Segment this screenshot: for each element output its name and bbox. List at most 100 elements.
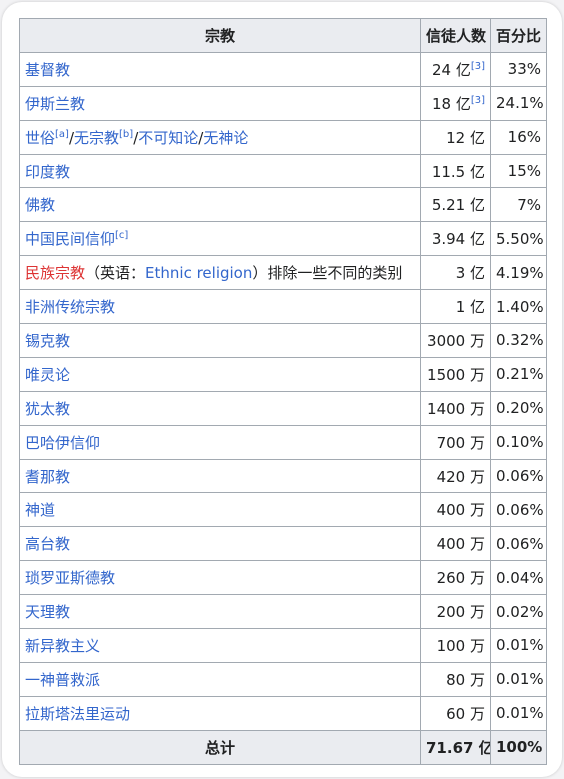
followers-value: 100 万 [420, 628, 491, 663]
religion-link[interactable]: 一神普救派 [25, 670, 101, 689]
paren-text: （英语： [85, 264, 146, 283]
table-row: 基督教 24 亿[3] 33% [19, 51, 547, 87]
religion-link[interactable]: 中国民间信仰 [25, 230, 116, 249]
table-row: 非洲传统宗教 1 亿 1.40% [19, 289, 547, 325]
percent-value: 0.06% [490, 492, 547, 528]
followers-value: 11.5 亿 [420, 153, 491, 189]
separator: / [198, 128, 204, 147]
followers-value: 18 亿 [431, 94, 471, 113]
table-row: 一神普救派 80 万 0.01% [19, 661, 547, 697]
followers-value: 5.21 亿 [420, 187, 491, 223]
followers-value: 80 万 [420, 661, 491, 697]
header-percent[interactable]: 百分比 [490, 18, 547, 53]
percent-value: 15% [490, 153, 547, 189]
reference-link[interactable]: [3] [470, 94, 485, 106]
religion-link[interactable]: 非洲传统宗教 [25, 298, 116, 317]
percent-value: 0.06% [490, 526, 547, 562]
percent-value: 1.40% [490, 289, 547, 325]
religion-link[interactable]: 神道 [25, 501, 56, 520]
followers-value: 12 亿 [420, 119, 491, 155]
table-row: 伊斯兰教 18 亿[3] 24.1% [19, 85, 547, 121]
separator: / [133, 128, 139, 147]
reference-link[interactable]: [3] [470, 60, 485, 72]
followers-value: 24 亿 [431, 60, 471, 79]
percent-value: 0.20% [490, 390, 547, 426]
table-row: 琐罗亚斯德教 260 万 0.04% [19, 560, 547, 596]
percent-value: 0.01% [490, 628, 547, 663]
religion-link-irreligion[interactable]: 无宗教 [74, 128, 120, 147]
percent-value: 24.1% [490, 85, 547, 121]
percent-value: 0.10% [490, 424, 547, 460]
religion-link[interactable]: 印度教 [25, 162, 71, 181]
religion-link[interactable]: 佛教 [25, 196, 56, 215]
followers-value: 1 亿 [420, 289, 491, 325]
religion-link-secular[interactable]: 世俗 [25, 128, 56, 147]
religion-link[interactable]: 锡克教 [25, 331, 71, 350]
religion-link[interactable]: 伊斯兰教 [25, 94, 86, 113]
followers-value: 3 亿 [420, 255, 491, 291]
religion-link-missing[interactable]: 民族宗教 [25, 264, 86, 283]
header-followers[interactable]: 信徒人数 [420, 18, 491, 53]
percent-value: 33% [490, 51, 547, 87]
total-percent: 100% [490, 729, 547, 765]
english-link[interactable]: Ethnic religion [145, 264, 253, 283]
table-row: 中国民间信仰[c] 3.94 亿 5.50% [19, 221, 547, 257]
followers-value: 200 万 [420, 594, 491, 630]
religion-table: 宗教 信徒人数 百分比 基督教 24 亿[3] 33% 伊斯兰教 18 亿[3]… [19, 18, 547, 765]
religion-link[interactable]: 巴哈伊信仰 [25, 433, 101, 452]
religion-link[interactable]: 天理教 [25, 603, 71, 622]
percent-value: 16% [490, 119, 547, 155]
religion-link[interactable]: 唯灵论 [25, 365, 71, 384]
religion-link-atheism[interactable]: 无神论 [203, 128, 249, 147]
total-label: 总计 [19, 729, 421, 765]
followers-value: 1500 万 [420, 356, 491, 392]
table-row: 高台教 400 万 0.06% [19, 526, 547, 562]
note-link[interactable]: [a] [55, 128, 69, 140]
header-religion[interactable]: 宗教 [19, 18, 421, 53]
table-row: 民族宗教（英语：Ethnic religion）排除一些不同的类别 3 亿 4.… [19, 255, 547, 291]
table-row: 犹太教 1400 万 0.20% [19, 390, 547, 426]
religion-link[interactable]: 琐罗亚斯德教 [25, 569, 116, 588]
table-row: 印度教 11.5 亿 15% [19, 153, 547, 189]
percent-value: 5.50% [490, 221, 547, 257]
followers-value: 400 万 [420, 492, 491, 528]
table-row: 新异教主义 100 万 0.01% [19, 628, 547, 663]
followers-value: 60 万 [420, 695, 491, 731]
percent-value: 0.21% [490, 356, 547, 392]
table-row: 神道 400 万 0.06% [19, 492, 547, 528]
table-row: 耆那教 420 万 0.06% [19, 458, 547, 494]
percent-value: 0.32% [490, 323, 547, 358]
percent-value: 0.02% [490, 594, 547, 630]
religion-link[interactable]: 高台教 [25, 535, 71, 554]
followers-value: 700 万 [420, 424, 491, 460]
religion-link[interactable]: 基督教 [25, 60, 71, 79]
table-row: 锡克教 3000 万 0.32% [19, 323, 547, 358]
religion-link[interactable]: 拉斯塔法里运动 [25, 704, 131, 723]
note-text: ）排除一些不同的类别 [252, 264, 403, 283]
religion-link[interactable]: 新异教主义 [25, 636, 101, 655]
religion-link-agnosticism[interactable]: 不可知论 [138, 128, 199, 147]
header-row: 宗教 信徒人数 百分比 [19, 18, 547, 53]
percent-value: 0.01% [490, 695, 547, 731]
separator: / [68, 128, 75, 147]
table-row: 天理教 200 万 0.02% [19, 594, 547, 630]
religion-link[interactable]: 耆那教 [25, 467, 71, 486]
religion-link[interactable]: 犹太教 [25, 399, 71, 418]
followers-value: 1400 万 [420, 390, 491, 426]
note-link[interactable]: [c] [115, 230, 129, 242]
followers-value: 260 万 [420, 560, 491, 596]
table-row: 唯灵论 1500 万 0.21% [19, 356, 547, 392]
note-link[interactable]: [b] [119, 128, 134, 140]
total-row: 总计 71.67 亿 100% [19, 729, 547, 765]
percent-value: 0.06% [490, 458, 547, 494]
percent-value: 4.19% [490, 255, 547, 291]
table-row: 拉斯塔法里运动 60 万 0.01% [19, 695, 547, 731]
percent-value: 0.01% [490, 661, 547, 697]
followers-value: 3.94 亿 [420, 221, 491, 257]
table-row: 佛教 5.21 亿 7% [19, 187, 547, 223]
followers-value: 3000 万 [420, 323, 491, 358]
followers-value: 400 万 [420, 526, 491, 562]
percent-value: 0.04% [490, 560, 547, 596]
table-row: 世俗[a]/无宗教[b]/不可知论/无神论 12 亿 16% [19, 119, 547, 155]
